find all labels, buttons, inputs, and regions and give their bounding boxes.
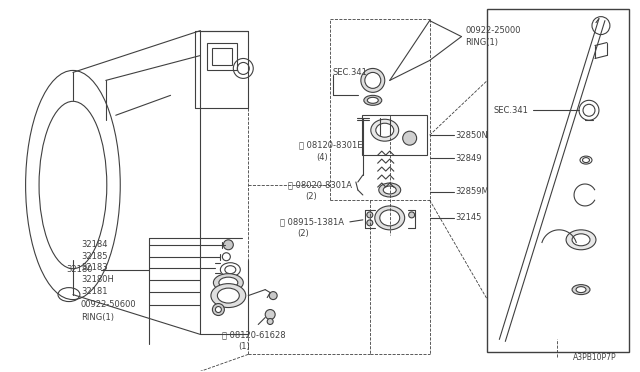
Ellipse shape [371, 119, 399, 141]
Circle shape [403, 131, 417, 145]
Circle shape [367, 212, 373, 218]
Text: 32185: 32185 [81, 252, 108, 261]
Text: SEC.341: SEC.341 [493, 106, 528, 115]
Circle shape [265, 310, 275, 320]
Text: 00922-50600: 00922-50600 [81, 300, 136, 309]
Text: 32849: 32849 [456, 154, 482, 163]
Text: 32184: 32184 [81, 240, 108, 249]
Circle shape [269, 292, 277, 299]
Text: RING(1): RING(1) [465, 38, 499, 47]
Circle shape [367, 220, 373, 226]
Bar [207, 42, 237, 70]
Ellipse shape [572, 285, 590, 295]
Ellipse shape [379, 183, 401, 197]
Circle shape [365, 73, 381, 89]
Circle shape [212, 304, 225, 315]
Text: 32180: 32180 [66, 265, 92, 274]
Bar [362, 115, 427, 155]
Bar [488, 9, 629, 352]
Ellipse shape [383, 186, 396, 194]
Ellipse shape [218, 288, 239, 303]
Text: 32181: 32181 [81, 287, 108, 296]
Ellipse shape [572, 234, 590, 246]
Circle shape [267, 318, 273, 324]
Ellipse shape [566, 230, 596, 250]
Text: Ⓦ 08915-1381A: Ⓦ 08915-1381A [280, 217, 344, 227]
Circle shape [223, 240, 234, 250]
Text: (4): (4) [316, 153, 328, 161]
Text: (2): (2) [305, 192, 317, 202]
Ellipse shape [213, 274, 243, 292]
Text: 32183: 32183 [81, 263, 108, 272]
Text: A3PB10P7P: A3PB10P7P [573, 353, 617, 362]
Text: 32145: 32145 [456, 214, 482, 222]
Text: RING(1): RING(1) [81, 313, 114, 322]
Text: 32850N: 32850N [456, 131, 488, 140]
Ellipse shape [225, 266, 236, 274]
Circle shape [409, 212, 415, 218]
Ellipse shape [380, 210, 400, 226]
Text: 32859M: 32859M [456, 187, 489, 196]
Ellipse shape [211, 283, 246, 308]
Ellipse shape [582, 158, 589, 163]
Text: Ⓑ 08120-61628: Ⓑ 08120-61628 [222, 330, 286, 339]
Text: 32180H: 32180H [81, 275, 114, 284]
Ellipse shape [375, 206, 404, 230]
Circle shape [216, 307, 221, 312]
Circle shape [361, 68, 385, 92]
Text: (2): (2) [297, 229, 309, 238]
Text: Ⓑ 08120-8301E: Ⓑ 08120-8301E [299, 141, 363, 150]
Ellipse shape [364, 95, 382, 105]
Ellipse shape [376, 123, 394, 137]
Ellipse shape [367, 97, 378, 103]
Bar [212, 48, 232, 65]
Text: 00922-25000: 00922-25000 [465, 26, 521, 35]
Ellipse shape [576, 286, 586, 293]
Text: Ⓑ 08020-8301A: Ⓑ 08020-8301A [288, 180, 352, 189]
Text: SEC.341: SEC.341 [333, 68, 368, 77]
Ellipse shape [219, 277, 238, 288]
Text: (1): (1) [238, 342, 250, 351]
